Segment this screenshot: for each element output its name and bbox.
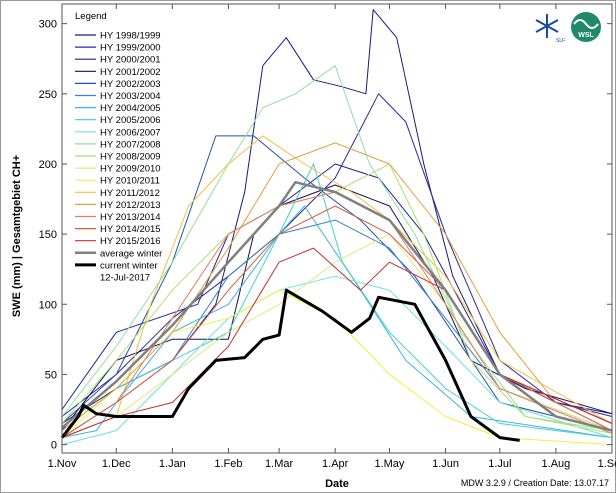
legend-entry: HY 2015/2016 [100, 236, 161, 247]
legend-entry: HY 2011/2012 [100, 188, 160, 199]
legend-entry: HY 1999/2000 [100, 43, 161, 54]
legend-entry: HY 2001/2002 [100, 67, 161, 78]
axis-ticks: 1.Nov 1.Dec 1.Jan 1.Feb 1.Mar 1.Apr 1.May 1.Jun… [39, 4, 616, 470]
series-line-current-winter [60, 288, 520, 442]
series-line-hy-2013-2014 [61, 191, 613, 439]
y-tick-label: 150 [39, 229, 57, 241]
legend-entry: HY 2007/2008 [100, 139, 161, 150]
x-axis-label: Date [325, 478, 349, 490]
x-tick-label: 1.Apr [322, 458, 349, 470]
wsl-logo-text: WSL [578, 32, 594, 39]
legend-entry: HY 2006/2007 [100, 127, 161, 138]
series-lines [60, 9, 613, 446]
x-tick-label: 1.Jan [159, 458, 186, 470]
series-line-hy-1999-2000 [61, 93, 613, 417]
x-tick-label: 1.Aug [542, 458, 571, 470]
x-tick-label: 1.Sep [598, 458, 616, 470]
y-axis-label: SWE (mm) | Gesamtgebiet CH+ [11, 155, 23, 317]
legend-title: Legend [75, 11, 107, 22]
series-line-hy-2012-2013 [61, 142, 613, 432]
legend-entry: HY 1998/1999 [100, 31, 161, 42]
x-tick-label: 1.Nov [48, 458, 77, 470]
x-tick-label: 1.May [374, 458, 404, 470]
legend-entry: HY 2010/2011 [100, 176, 160, 187]
legend-entry: HY 2002/2003 [100, 79, 161, 90]
footer-credit: MDW 3.2.9 / Creation Date: 13.07.17 [461, 478, 609, 488]
legend-date: 12-Jul-2017 [100, 272, 150, 283]
snowflake-icon [535, 14, 559, 38]
x-tick-label: 1.Jun [432, 458, 459, 470]
legend-entry: HY 2012/2013 [100, 200, 161, 211]
legend-entry: HY 2000/2001 [100, 55, 161, 66]
legend-entry: HY 2003/2004 [100, 91, 161, 102]
slf-logo-text: SLF [556, 38, 565, 44]
legend-entry: HY 2004/2005 [100, 103, 161, 114]
wsl-logo: WSL [571, 12, 601, 42]
legend-entry: average winter [100, 248, 162, 259]
legend-entry: HY 2008/2009 [100, 152, 161, 163]
legend-entry: current winter [100, 260, 158, 271]
series-line-hy-2011-2012 [61, 135, 613, 439]
y-tick-label: 250 [39, 89, 57, 101]
legend-entry: HY 2005/2006 [100, 115, 161, 126]
legend-entry: HY 2009/2010 [100, 164, 161, 175]
series-line-hy-2002-2003 [61, 135, 613, 432]
y-tick-label: 200 [39, 159, 57, 171]
plot-area [61, 3, 613, 454]
y-tick-label: 300 [39, 19, 57, 31]
x-tick-label: 1.Mar [265, 458, 293, 470]
y-tick-label: 0 [51, 440, 57, 452]
series-line-average-winter [61, 180, 613, 432]
y-tick-label: 50 [45, 369, 57, 381]
x-tick-label: 1.Dec [102, 458, 131, 470]
legend-entry: HY 2014/2015 [100, 224, 161, 235]
legend-entry: HY 2013/2014 [100, 212, 161, 223]
x-tick-label: 1.Feb [214, 458, 242, 470]
slf-logo: SLF [535, 14, 565, 44]
y-tick-label: 100 [39, 299, 57, 311]
series-line-hy-2000-2001 [61, 163, 613, 424]
series-line-hy-2001-2002 [61, 184, 613, 431]
x-tick-label: 1.Jul [488, 458, 511, 470]
